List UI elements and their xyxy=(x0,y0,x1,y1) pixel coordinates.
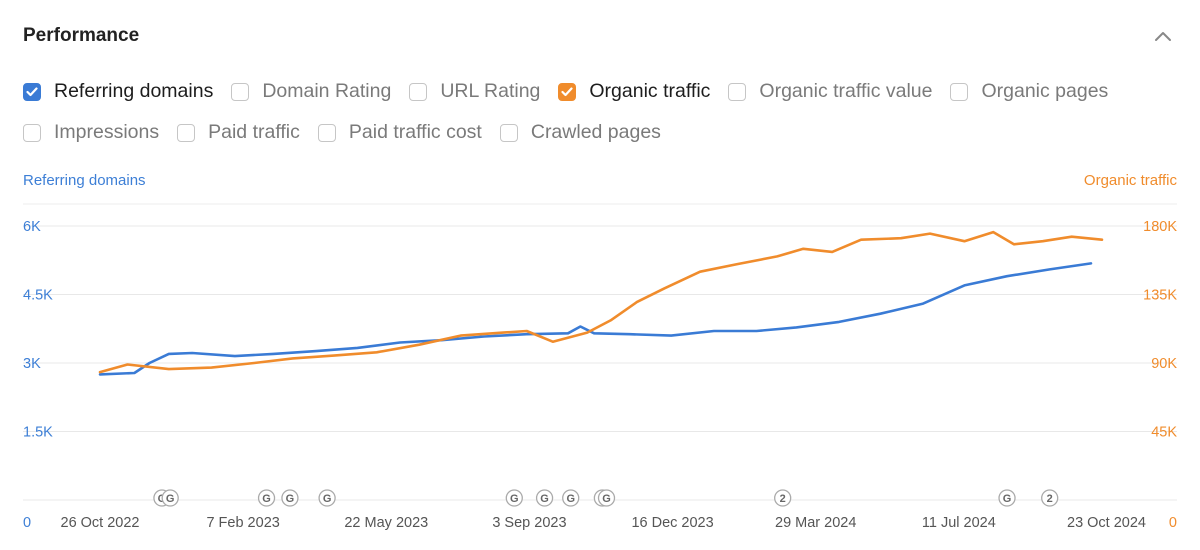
checkbox-url-rating[interactable]: URL Rating xyxy=(409,80,540,103)
update-marker[interactable]: G xyxy=(257,489,276,507)
update-marker-label: G xyxy=(540,493,549,505)
checkmark-icon xyxy=(561,86,573,96)
left-axis-title: Referring domains xyxy=(23,172,146,189)
left-axis-tick: 3K xyxy=(23,356,41,372)
update-marker-label: G xyxy=(510,493,519,505)
update-marker-label: G xyxy=(323,493,332,505)
right-axis-tick: 180K xyxy=(1143,219,1177,235)
right-axis-tick: 135K xyxy=(1143,288,1177,304)
update-marker-circle xyxy=(774,489,792,507)
checkbox-label: URL Rating xyxy=(440,80,541,102)
left-axis-tick: 0 xyxy=(23,515,31,531)
update-marker-label: 2 xyxy=(780,493,786,505)
checkbox-paid-traffic[interactable]: Paid traffic xyxy=(177,121,300,144)
checkbox-box[interactable] xyxy=(409,82,428,101)
update-marker-circle xyxy=(505,489,523,507)
checkbox-box[interactable] xyxy=(499,123,518,142)
right-axis-tick: 90K xyxy=(1151,356,1177,372)
update-marker-circle xyxy=(535,489,554,507)
update-marker[interactable]: 2 xyxy=(1041,489,1059,507)
update-marker-circle xyxy=(257,489,276,507)
checkbox-box[interactable] xyxy=(23,123,41,142)
x-axis-tick: 29 Mar 2024 xyxy=(775,515,856,531)
update-marker-label: G xyxy=(602,493,611,505)
right-axis-title: Organic traffic xyxy=(1083,172,1177,189)
update-marker[interactable]: G xyxy=(998,489,1016,507)
metric-checkbox-row-2: Impressions Paid traffic Paid traffic co… xyxy=(23,121,679,144)
checkbox-box[interactable] xyxy=(950,82,969,101)
checkbox-organic-traffic[interactable]: Organic traffic xyxy=(558,80,710,103)
chevron-up-icon xyxy=(1155,32,1171,41)
organic-traffic-line xyxy=(98,230,1104,374)
checkbox-crawled-pages[interactable]: Crawled pages xyxy=(499,121,661,144)
update-marker[interactable]: G xyxy=(281,489,299,507)
update-marker[interactable]: G xyxy=(318,489,336,507)
update-marker-label: G xyxy=(166,493,175,505)
update-marker[interactable]: G xyxy=(535,489,554,507)
right-axis-tick: 0 xyxy=(1169,515,1177,531)
update-marker-circle xyxy=(597,489,616,507)
checkbox-label: Organic pages xyxy=(981,80,1109,102)
x-axis-tick: 16 Dec 2023 xyxy=(631,515,713,531)
collapse-button[interactable] xyxy=(1152,26,1174,48)
checkbox-label: Organic traffic xyxy=(589,80,711,102)
x-axis-tick: 3 Sep 2023 xyxy=(492,515,566,531)
update-marker-label: G xyxy=(262,493,271,505)
left-axis-tick: 4.5K xyxy=(23,288,53,304)
update-marker-circle xyxy=(281,489,299,507)
update-marker-label: G xyxy=(566,493,575,505)
update-marker-label: 2 xyxy=(1047,493,1053,505)
checkbox-box[interactable] xyxy=(558,82,577,101)
update-marker[interactable]: G xyxy=(597,489,616,507)
checkbox-referring-domains[interactable]: Referring domains xyxy=(23,80,213,103)
checkbox-organic-traffic-value[interactable]: Organic traffic value xyxy=(728,80,932,103)
checkbox-label: Paid traffic xyxy=(208,121,300,143)
checkmark-icon xyxy=(26,86,38,96)
left-axis-tick: 1.5K xyxy=(23,425,53,441)
checkbox-label: Domain Rating xyxy=(262,80,392,102)
checkbox-box[interactable] xyxy=(23,82,41,101)
update-marker-circle xyxy=(998,489,1016,507)
referring-domains-line xyxy=(98,262,1093,376)
x-axis-tick: 11 Jul 2024 xyxy=(922,515,996,531)
update-marker-label: G xyxy=(286,493,295,505)
update-marker-circle xyxy=(1041,489,1059,507)
x-axis-tick: 22 May 2023 xyxy=(344,515,428,531)
checkbox-box[interactable] xyxy=(317,123,336,142)
x-axis-tick: 23 Oct 2024 xyxy=(1067,515,1146,531)
metric-checkbox-row-1: Referring domains Domain Rating URL Rati… xyxy=(23,80,1126,103)
left-axis-tick: 6K xyxy=(23,219,41,235)
checkbox-label: Referring domains xyxy=(54,80,214,102)
checkbox-impressions[interactable]: Impressions xyxy=(23,121,159,144)
checkbox-domain-rating[interactable]: Domain Rating xyxy=(231,80,391,103)
checkbox-paid-traffic-cost[interactable]: Paid traffic cost xyxy=(317,121,482,144)
update-marker[interactable]: G xyxy=(562,489,580,507)
checkbox-label: Crawled pages xyxy=(530,121,661,143)
update-marker[interactable]: G xyxy=(505,489,523,507)
checkbox-organic-pages[interactable]: Organic pages xyxy=(950,80,1108,103)
update-marker[interactable]: G xyxy=(161,489,179,507)
update-marker-circle xyxy=(318,489,336,507)
update-marker-label: G xyxy=(1003,493,1012,505)
checkbox-label: Paid traffic cost xyxy=(348,121,482,143)
update-marker-circle xyxy=(161,489,179,507)
right-axis-tick: 45K xyxy=(1151,425,1177,441)
update-marker-circle xyxy=(562,489,580,507)
update-marker[interactable]: 2 xyxy=(774,489,792,507)
checkbox-box[interactable] xyxy=(177,123,196,142)
checkbox-box[interactable] xyxy=(231,82,250,101)
x-axis-tick: 7 Feb 2023 xyxy=(206,515,279,531)
x-axis-tick: 26 Oct 2022 xyxy=(61,515,140,531)
checkbox-label: Impressions xyxy=(54,121,160,143)
checkbox-label: Organic traffic value xyxy=(759,80,933,102)
panel-title: Performance xyxy=(23,25,140,46)
checkbox-box[interactable] xyxy=(728,82,747,101)
